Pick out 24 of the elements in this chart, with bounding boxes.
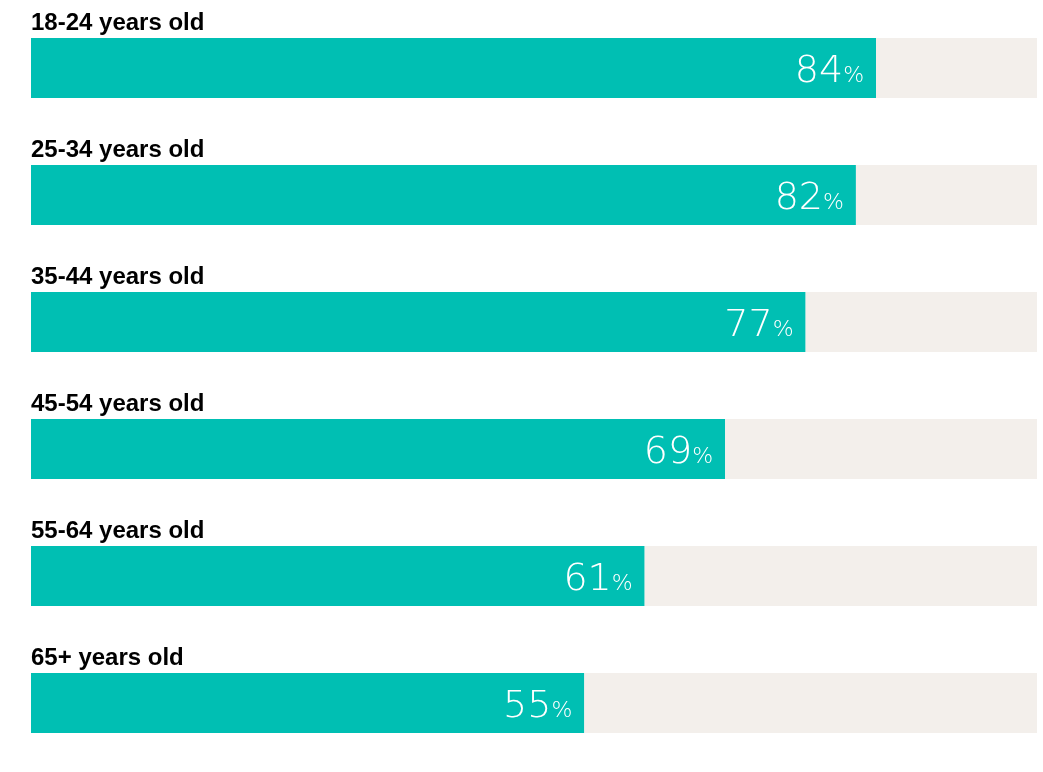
data-label: 69% (643, 428, 714, 472)
data-label: 82% (774, 174, 844, 218)
data-label: 84% (794, 47, 865, 91)
bar (31, 546, 645, 606)
bar (584, 673, 1037, 733)
data-label: 55% (503, 682, 573, 726)
bar (31, 673, 585, 733)
y-tick-label: 45-54 years old (31, 389, 205, 416)
bar (31, 165, 856, 225)
y-tick-label: 35-44 years old (31, 262, 205, 289)
bar (31, 38, 877, 98)
y-tick-label: 65+ years old (31, 643, 184, 670)
y-tick-label: 55-64 years old (31, 516, 205, 543)
bar (644, 546, 1037, 606)
data-label: 61% (563, 555, 633, 599)
y-tick-label: 25-34 years old (31, 135, 205, 162)
bar (31, 419, 726, 479)
y-tick-label: 18-24 years old (31, 8, 205, 35)
bar (855, 165, 1037, 225)
bar (876, 38, 1037, 98)
bar (31, 292, 806, 352)
bar (725, 419, 1037, 479)
bar (805, 292, 1037, 352)
data-label: 77% (724, 301, 794, 345)
